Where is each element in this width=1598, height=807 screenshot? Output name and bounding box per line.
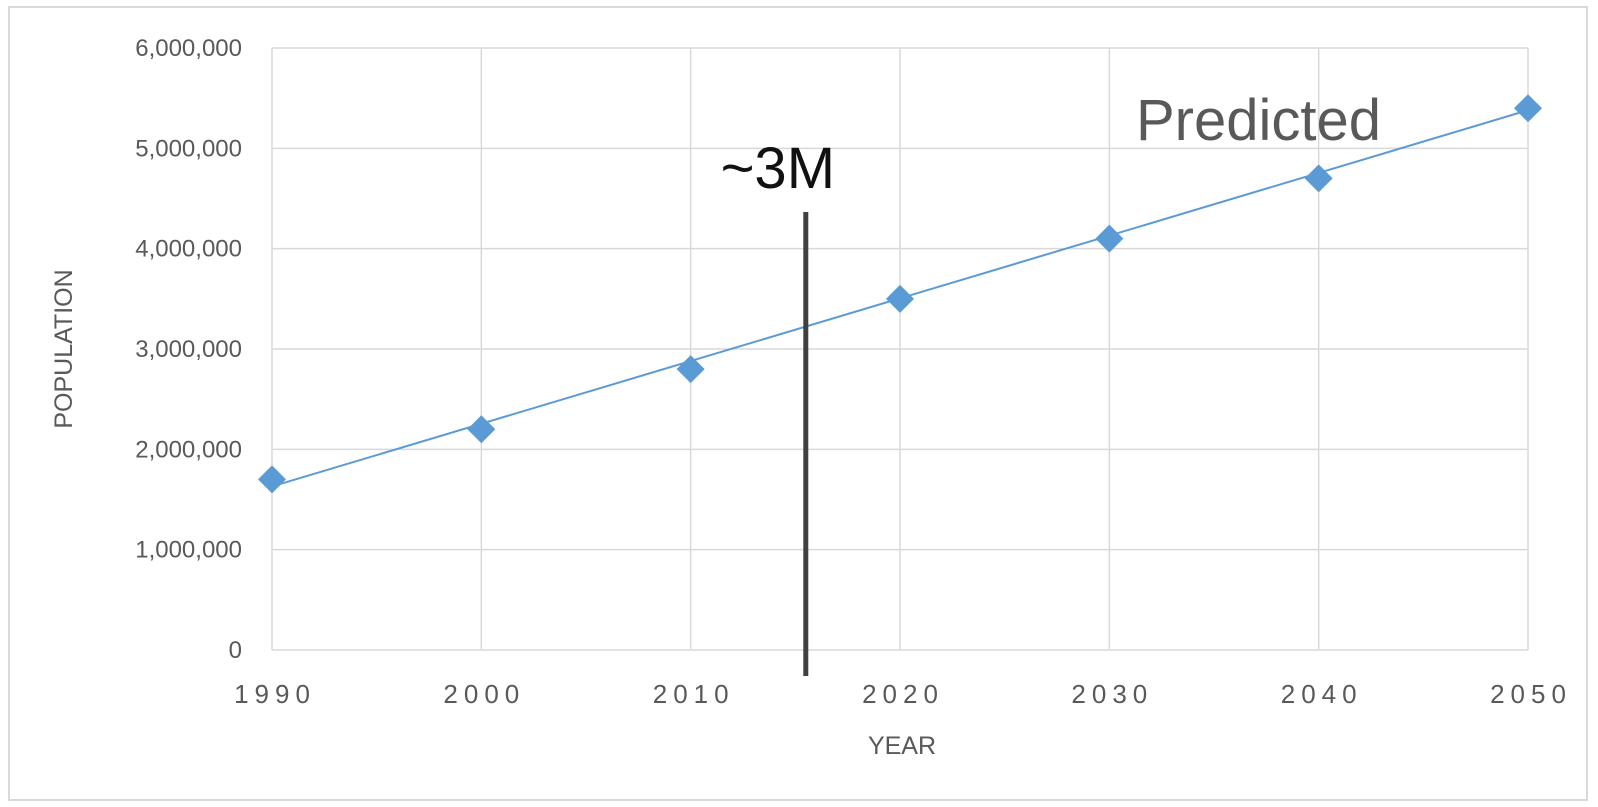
data-point-2040 xyxy=(1304,164,1333,193)
y-tick-label: 5,000,000 xyxy=(135,135,242,162)
x-axis-ticks: 1990 2000 2010 2020 2030 2040 2050 xyxy=(234,679,1572,709)
y-axis-ticks: 0 1,000,000 2,000,000 3,000,000 4,000,000 5,0… xyxy=(135,35,242,664)
y-axis-title: POPULATION xyxy=(50,269,78,428)
y-tick-label: 1,000,000 xyxy=(135,537,242,564)
gridlines xyxy=(271,47,1529,651)
y-tick-label: 6,000,000 xyxy=(135,35,242,62)
x-tick-label: 2010 xyxy=(653,679,735,709)
y-tick-label: 3,000,000 xyxy=(135,336,242,363)
y-tick-label: 4,000,000 xyxy=(135,236,242,263)
predicted-annotation: Predicted xyxy=(1136,88,1381,153)
x-tick-label: 2030 xyxy=(1071,679,1153,709)
data-point-2000 xyxy=(467,415,496,444)
data-point-2010 xyxy=(676,355,705,384)
current-population-annotation: ~3M xyxy=(721,136,835,201)
data-point-1990 xyxy=(258,465,286,494)
x-tick-label: 2040 xyxy=(1281,679,1363,709)
x-tick-label: 2000 xyxy=(443,679,525,709)
x-axis-title: YEAR xyxy=(868,732,936,760)
data-point-2020 xyxy=(886,284,914,313)
data-point-2030 xyxy=(1095,224,1124,253)
x-tick-label: 2020 xyxy=(862,679,944,709)
series-markers xyxy=(258,94,1542,494)
y-tick-label: 2,000,000 xyxy=(135,436,242,463)
x-tick-label: 2050 xyxy=(1490,679,1572,709)
y-tick-label: 0 xyxy=(229,637,242,664)
data-point-2050 xyxy=(1514,94,1542,123)
x-tick-label: 1990 xyxy=(234,679,316,709)
